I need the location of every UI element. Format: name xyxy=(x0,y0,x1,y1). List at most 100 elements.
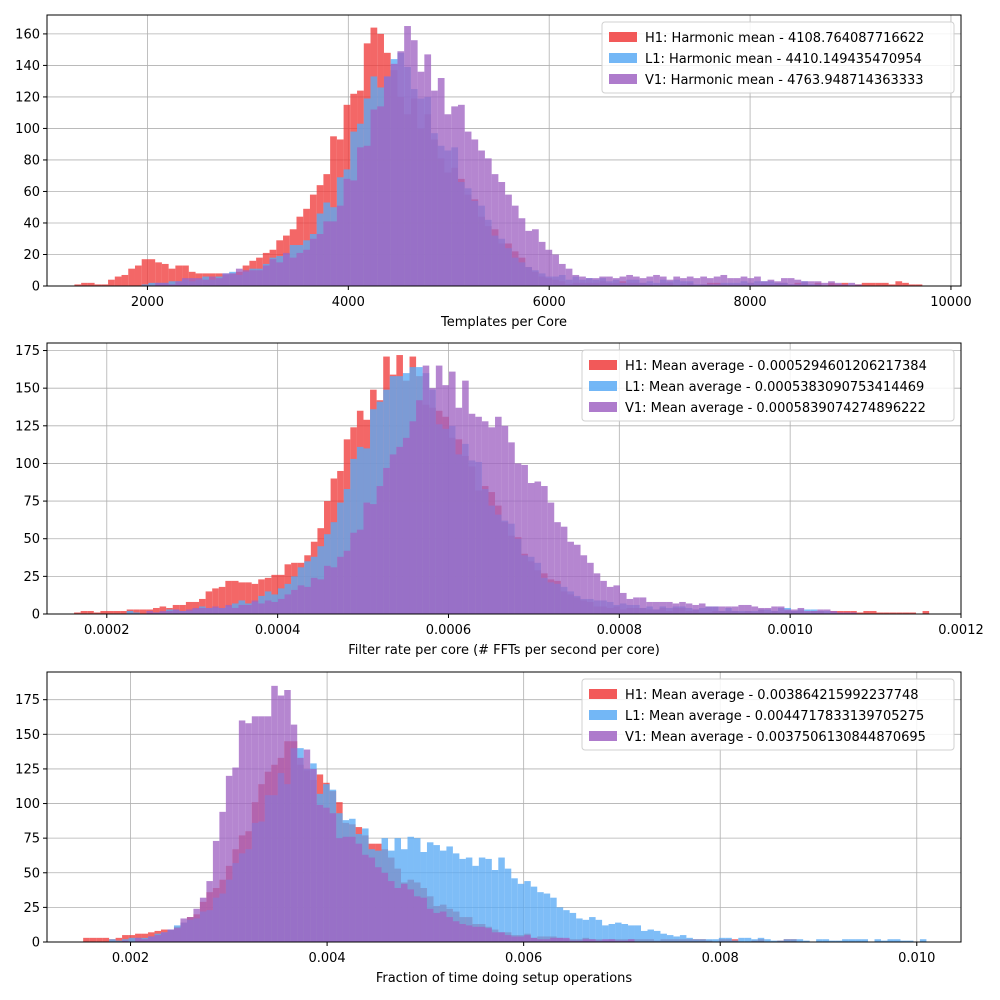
histogram-bar xyxy=(692,939,700,942)
histogram-bar xyxy=(377,106,384,286)
histogram-bar xyxy=(794,279,802,286)
histogram-bar xyxy=(706,278,714,286)
histogram-bar xyxy=(733,278,741,286)
histogram-bar xyxy=(517,883,525,942)
histogram-bar xyxy=(887,939,894,942)
histogram-bar xyxy=(135,937,142,942)
y-tick-label: 100 xyxy=(15,797,40,812)
y-tick-label: 0 xyxy=(32,936,40,951)
histogram-bar xyxy=(212,606,219,614)
histogram-bar xyxy=(777,606,785,614)
histogram-bar xyxy=(284,690,291,942)
histogram-bar xyxy=(446,917,453,942)
histogram-bar xyxy=(547,502,555,614)
histogram-bar xyxy=(420,852,427,942)
histogram-bar xyxy=(155,282,162,286)
histogram-bar xyxy=(822,939,830,942)
histogram-bar xyxy=(317,579,325,614)
histogram-bar xyxy=(350,180,358,286)
y-tick-label: 150 xyxy=(15,728,40,743)
histogram-bar xyxy=(416,400,423,614)
legend-entry: L1: Mean average - 0.0005383090753414469 xyxy=(625,380,924,395)
histogram-bar xyxy=(830,610,838,614)
x-tick-label: 0.0008 xyxy=(597,623,643,638)
histogram-bar xyxy=(919,939,927,942)
histogram-bar xyxy=(153,607,160,614)
histogram-bar xyxy=(337,556,344,614)
histogram-bar xyxy=(902,282,909,286)
histogram-bar xyxy=(579,276,586,286)
histogram-bar xyxy=(659,601,667,614)
histogram-bar xyxy=(626,274,633,286)
histogram-bar xyxy=(433,912,440,942)
histogram-bar xyxy=(238,720,246,942)
histogram-bar xyxy=(850,612,857,614)
histogram-bar xyxy=(251,583,259,614)
histogram-bar xyxy=(525,230,533,286)
histogram-bar xyxy=(727,278,734,286)
histogram-bar xyxy=(161,932,168,942)
histogram-bar xyxy=(192,607,200,614)
histogram-bar xyxy=(511,936,518,942)
histogram-bar xyxy=(357,147,364,286)
histogram-bar xyxy=(731,940,739,942)
y-tick-label: 20 xyxy=(23,248,40,263)
legend-box xyxy=(581,678,955,751)
histogram-bar xyxy=(276,262,284,286)
histogram-bar xyxy=(757,937,765,942)
histogram-bar xyxy=(915,284,923,286)
histogram-bar xyxy=(883,612,890,614)
histogram-bar xyxy=(330,567,338,614)
histogram-bar xyxy=(738,604,745,614)
x-axis: 0.0002 0.0004 0.0006 0.0008 0.0010 0.0012 Filt… xyxy=(84,614,984,658)
histogram-bar xyxy=(628,925,635,942)
y-tick-label: 120 xyxy=(15,90,40,105)
histogram-bar xyxy=(446,846,453,942)
legend: H1: Harmonic mean - 4108.764087716622 L1:… xyxy=(601,21,955,94)
histogram-bar xyxy=(173,928,181,942)
histogram-bar xyxy=(652,601,660,614)
histogram-bar xyxy=(530,937,538,942)
y-axis: 0 25 50 75 100 125 150 175 xyxy=(15,693,47,951)
histogram-bar xyxy=(900,940,907,942)
histogram-bar xyxy=(472,865,479,942)
histogram-bar xyxy=(303,249,310,286)
legend-entry: V1: Mean average - 0.0037506130844870695 xyxy=(625,730,926,745)
histogram-bar xyxy=(161,282,169,286)
histogram-bar xyxy=(383,467,390,614)
histogram-bar xyxy=(404,26,411,286)
histogram-bar xyxy=(264,716,272,942)
histogram-bar xyxy=(896,612,903,614)
y-tick-label: 60 xyxy=(23,185,40,200)
histogram-bar xyxy=(167,929,174,942)
histogram-bar xyxy=(291,589,298,614)
histogram-bar xyxy=(407,889,414,942)
y-tick-label: 80 xyxy=(23,153,40,168)
histogram-bar xyxy=(148,936,155,942)
histogram-bar xyxy=(491,870,499,942)
histogram-bar xyxy=(168,281,176,286)
histogram-bar xyxy=(439,911,447,942)
histogram-bar xyxy=(283,252,290,286)
histogram-bar xyxy=(429,388,436,614)
histogram-bar xyxy=(633,597,640,614)
histogram-bar xyxy=(589,939,596,942)
histogram-bar xyxy=(141,284,149,286)
histogram-bar xyxy=(725,937,732,942)
histogram-bar xyxy=(543,893,551,942)
histogram-bar xyxy=(424,54,432,286)
y-tick-label: 75 xyxy=(23,832,40,847)
histogram-bar xyxy=(895,281,903,286)
histogram-bar xyxy=(545,249,553,286)
histogram-bar xyxy=(740,276,748,286)
histogram-bar xyxy=(356,529,364,614)
histogram-bar xyxy=(563,937,570,942)
histogram-bar xyxy=(159,610,167,614)
histogram-bar xyxy=(543,939,551,942)
y-tick-label: 175 xyxy=(15,693,40,708)
histogram-bar xyxy=(552,254,559,286)
histogram-bar xyxy=(390,63,398,286)
histogram-bar xyxy=(758,607,765,614)
histogram-bar xyxy=(100,610,107,614)
histogram-bar xyxy=(186,917,194,942)
